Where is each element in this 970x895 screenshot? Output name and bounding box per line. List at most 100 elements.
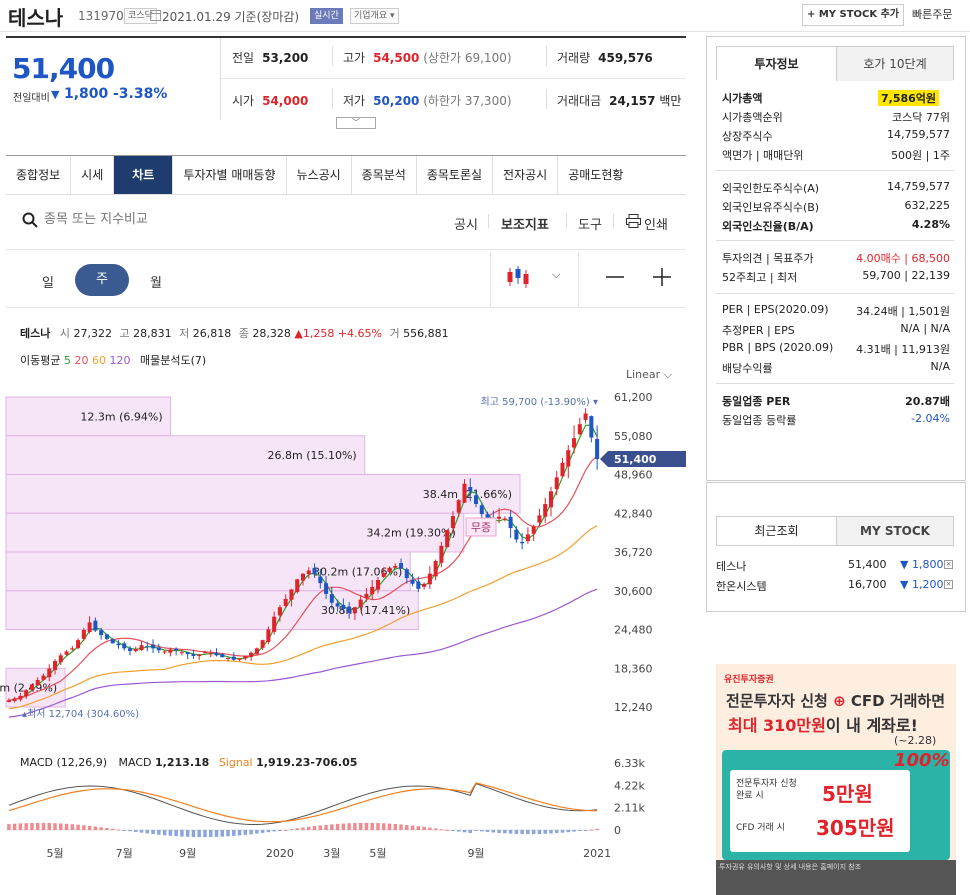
info-value: 59,700 | 22,139 [862, 269, 950, 282]
chevron-down-icon[interactable]: ⌵ [552, 268, 561, 281]
candle-body [162, 651, 167, 653]
print-button[interactable]: 인쇄 [644, 218, 668, 233]
candle-body [445, 529, 450, 548]
macd-histogram-bar [157, 830, 161, 835]
close-icon[interactable]: × [944, 560, 953, 569]
macd-histogram-bar [555, 830, 559, 834]
tab-discussion[interactable]: 종목토론실 [417, 156, 494, 194]
candle-body [12, 698, 17, 701]
macd-histogram-bar [232, 830, 236, 836]
macd-histogram-bar [208, 830, 213, 838]
candle-body [502, 518, 507, 520]
price-diff: 1,800 [64, 86, 109, 102]
macd-histogram-bar [445, 829, 449, 831]
y-tick-label: 30,600 [614, 585, 653, 598]
collapse-button[interactable]: ﹀ [336, 117, 376, 129]
macd-histogram-bar [180, 830, 184, 837]
tab-my-stock[interactable]: MY STOCK [835, 517, 953, 545]
candle-body [87, 622, 92, 633]
tab-short-selling[interactable]: 공매도현황 [568, 168, 624, 182]
zoom-in-icon[interactable] [653, 268, 671, 289]
print-icon[interactable] [626, 214, 641, 231]
recent-item[interactable]: 한온시스템 16,700 ▼ 1,200 × [716, 578, 953, 593]
info-label: 52주최고 | 최저 [722, 271, 798, 284]
tab-orderbook[interactable]: 호가 10단계 [835, 47, 953, 81]
info-value: 14,759,577 [887, 128, 950, 141]
base-date: 2021.01.29 기준(장마감) [162, 10, 300, 24]
macd-histogram-bar [191, 830, 196, 837]
divider [220, 38, 221, 120]
candle-body [335, 603, 340, 607]
candle-body [127, 648, 133, 651]
macd-histogram-bar [422, 826, 426, 830]
macd-histogram-bar [503, 830, 507, 834]
scale-selector[interactable]: Linear ⌵ [626, 368, 673, 381]
open-price: 시가 54,000 [232, 94, 309, 108]
info-label: 액면가 | 매매단위 [722, 149, 804, 162]
macd-histogram-bar [301, 827, 305, 830]
x-tick-label: 3월 [323, 847, 340, 860]
macd-histogram-bar [203, 830, 207, 838]
x-tick-label: 5월 [46, 847, 63, 860]
close-icon[interactable]: × [944, 580, 953, 589]
tab-news[interactable]: 뉴스공시 [287, 156, 352, 194]
period-week-button[interactable]: 주 [75, 264, 129, 296]
candle-body [433, 560, 438, 577]
price-diff-percent: -3.38% [113, 86, 168, 102]
chart-toolbar [6, 196, 686, 250]
macd-histogram-bar [174, 830, 178, 837]
price-chart[interactable]: 12.3m (6.94%) 26.8m (15.10%) 38.4m (21.66%… [0, 385, 690, 865]
period-month-button[interactable]: 월 [150, 276, 162, 291]
tab-chart[interactable]: 차트 [114, 156, 174, 194]
candle-body [208, 653, 213, 655]
search-icon[interactable] [22, 212, 38, 231]
recent-panel [706, 482, 966, 612]
divider [546, 89, 547, 109]
macd-histogram-bar [595, 828, 599, 830]
indicators-button[interactable]: 보조지표 [501, 218, 549, 233]
realtime-badge[interactable]: 실시간 [310, 8, 343, 24]
tab-overview[interactable]: 종합정보 [6, 156, 72, 194]
ad-badge: 100% [894, 750, 950, 771]
tab-investor-trend[interactable]: 투자자별 매매동향 [173, 156, 287, 194]
candle-body [375, 579, 380, 590]
period-day-button[interactable]: 일 [42, 276, 54, 291]
macd-histogram-bar [451, 830, 455, 831]
tab-recent[interactable]: 최근조회 [754, 524, 799, 538]
tab-investment-info[interactable]: 투자정보 [717, 47, 836, 81]
divider [220, 78, 686, 79]
info-value: 500원 | 1주 [891, 149, 950, 162]
advertisement-banner[interactable]: 유진투자증권 전문투자자 신청 ⊕ CFD 거래하면 최대 310만원이 내 계… [716, 664, 956, 895]
candle-body [548, 491, 553, 508]
candle-body [560, 462, 565, 477]
tab-quotes[interactable]: 시세 [71, 156, 115, 194]
tools-button[interactable]: 도구 [578, 218, 602, 233]
quick-order-button[interactable]: 빠른주문 [912, 8, 953, 21]
tab-analysis[interactable]: 종목분석 [352, 156, 417, 194]
recent-item[interactable]: 테스나 51,400 ▼ 1,800 × [716, 558, 953, 573]
add-my-stock-button[interactable]: + MY STOCK 추가 [802, 4, 904, 26]
candle-body [81, 630, 86, 639]
divider [578, 252, 579, 308]
macd-histogram-bar [278, 830, 282, 831]
macd-histogram-bar [47, 823, 51, 830]
info-value: 632,225 [904, 199, 951, 212]
tab-e-disclosure[interactable]: 전자공시 [493, 156, 559, 194]
company-overview-button[interactable]: 기업개요 ▾ [350, 8, 399, 24]
candle-body [110, 639, 115, 644]
candle-body [29, 684, 34, 690]
ad-item1-amount: 5만원 [822, 782, 873, 806]
zoom-out-icon[interactable] [606, 268, 624, 289]
volume-profile-label: 30.8m (17.41%) [321, 604, 410, 617]
macd-histogram-bar [134, 830, 138, 832]
volume-profile-bar [5, 512, 465, 553]
candle-body [341, 605, 346, 610]
candlestick-icon[interactable] [506, 266, 530, 291]
compare-search-input[interactable] [44, 212, 264, 227]
candle-body [358, 599, 363, 607]
candle-body [312, 567, 317, 575]
ma120-line [8, 588, 598, 718]
info-label: 외국인소진율(B/A) [722, 220, 814, 233]
disclosure-button[interactable]: 공시 [454, 218, 478, 233]
divider [332, 89, 333, 109]
